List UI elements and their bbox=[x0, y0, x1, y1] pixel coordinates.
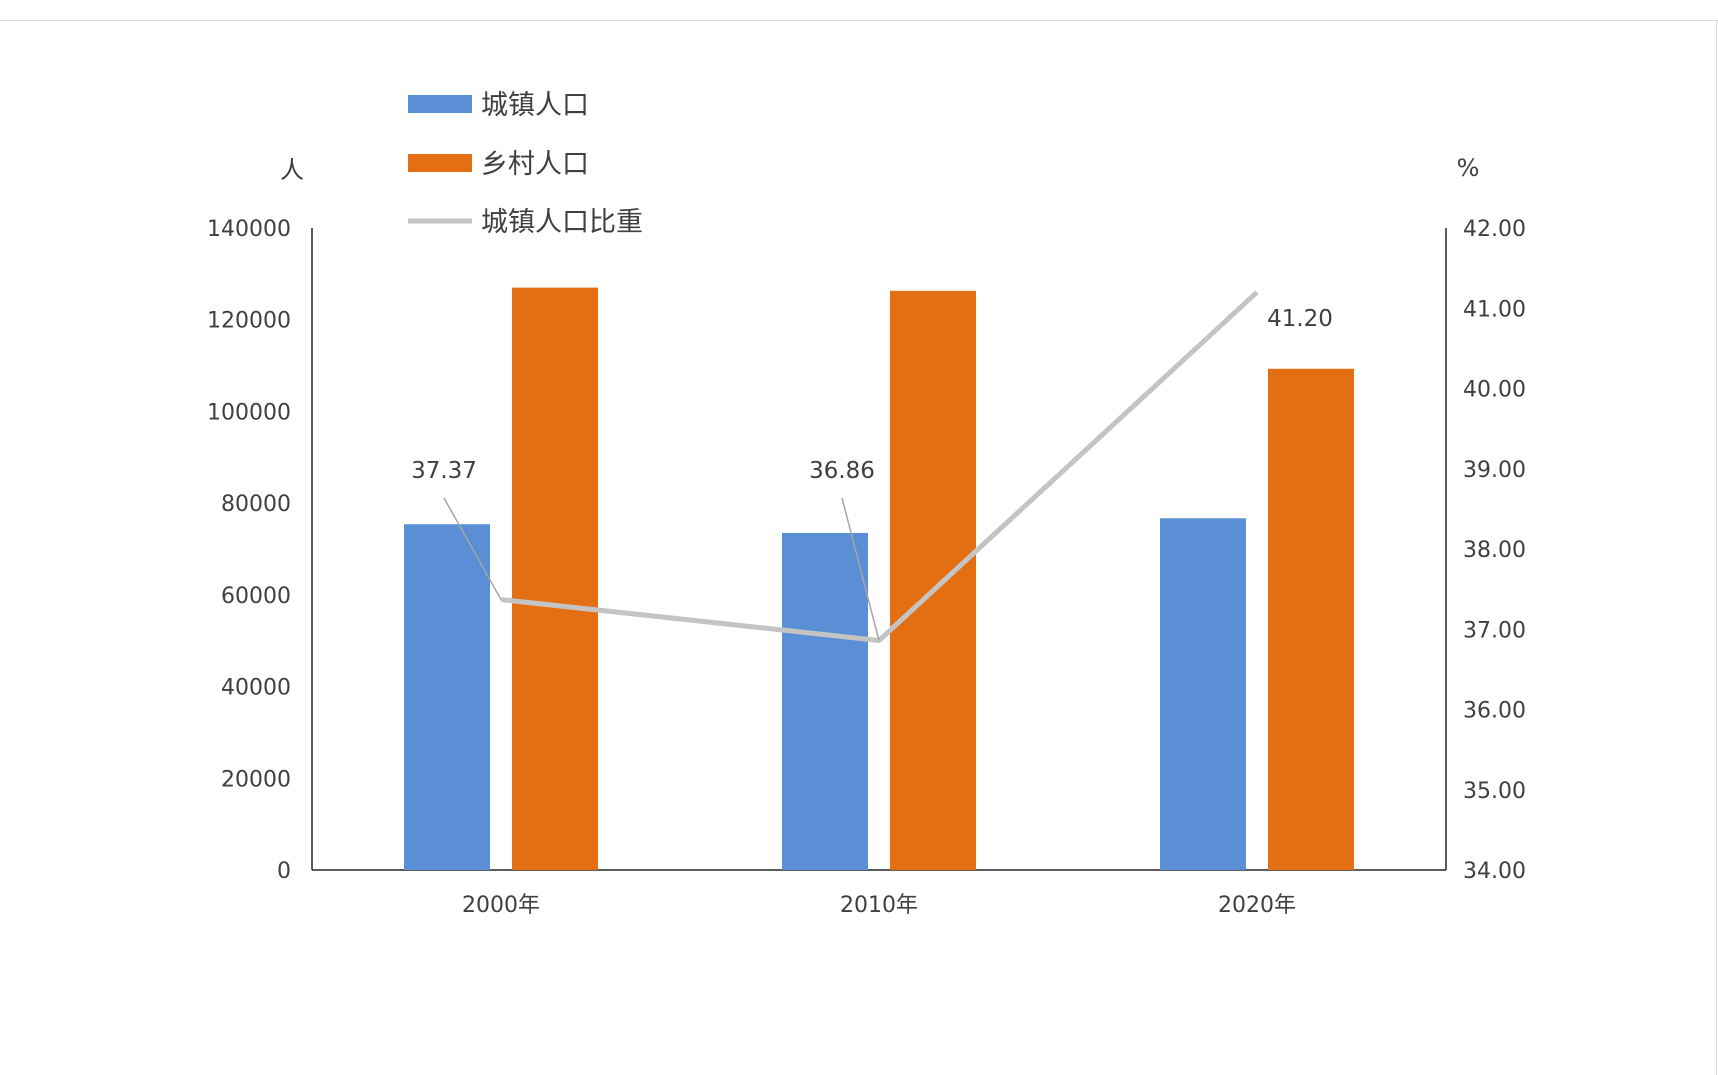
left-axis-tick-label: 0 bbox=[277, 859, 291, 884]
rural-population-bar bbox=[512, 287, 598, 871]
urbanization-rate-data-label: 36.86 bbox=[809, 458, 875, 484]
right-axis-tick-label: 38.00 bbox=[1463, 538, 1526, 563]
left-axis-tick-label: 80000 bbox=[221, 492, 291, 517]
right-axis-tick-label: 34.00 bbox=[1463, 859, 1526, 884]
left-axis-unit: 人 bbox=[280, 156, 304, 184]
left-axis-tick-label: 100000 bbox=[207, 400, 291, 425]
left-axis-tick-label: 60000 bbox=[221, 584, 291, 609]
x-axis-category-label: 2000年 bbox=[462, 893, 540, 918]
chart-frame-right-border bbox=[1716, 20, 1717, 1075]
legend-urban-population-label: 城镇人口 bbox=[481, 90, 589, 121]
legend-urban-population-swatch bbox=[408, 95, 472, 113]
urbanization-rate-data-label: 41.20 bbox=[1267, 306, 1333, 332]
urbanization-rate-line bbox=[500, 290, 1259, 643]
x-axis-category-label: 2020年 bbox=[1218, 893, 1296, 918]
right-axis-tick-label: 40.00 bbox=[1463, 378, 1526, 403]
data-label-leader-line bbox=[841, 497, 880, 641]
rural-population-bar bbox=[890, 290, 976, 870]
urban-population-bar bbox=[404, 524, 490, 870]
right-axis-unit: % bbox=[1457, 154, 1480, 182]
right-axis-tick-label: 36.00 bbox=[1463, 699, 1526, 724]
right-axis-tick-label: 35.00 bbox=[1463, 779, 1526, 804]
right-axis-tick-label: 41.00 bbox=[1463, 297, 1526, 322]
urbanization-rate-data-label: 37.37 bbox=[411, 458, 477, 484]
urban-population-bar bbox=[782, 532, 868, 870]
right-axis-tick-label: 37.00 bbox=[1463, 618, 1526, 643]
legend-rural-population-label: 乡村人口 bbox=[481, 149, 589, 180]
left-axis-tick-label: 20000 bbox=[221, 767, 291, 792]
urban-population-bar bbox=[1160, 518, 1246, 870]
right-axis-tick-label: 42.00 bbox=[1463, 217, 1526, 242]
data-label-leader-line bbox=[443, 497, 502, 600]
chart-axes: 0 20000 40000 60000 80000 100000 120000 140000 3… bbox=[207, 154, 1526, 918]
line-series bbox=[500, 290, 1259, 643]
left-axis-tick-label: 120000 bbox=[207, 309, 291, 334]
right-axis-tick-label: 39.00 bbox=[1463, 458, 1526, 483]
left-axis-tick-label: 40000 bbox=[221, 676, 291, 701]
x-axis-category-label: 2010年 bbox=[840, 893, 918, 918]
bar-series bbox=[404, 287, 1354, 871]
chart-frame-top-border bbox=[0, 20, 1718, 21]
left-axis-tick-label: 140000 bbox=[207, 217, 291, 242]
rural-population-bar bbox=[1268, 368, 1354, 870]
legend-rural-population-swatch bbox=[408, 154, 472, 172]
legend-urbanization-rate-label: 城镇人口比重 bbox=[481, 207, 643, 238]
data-labels: 37.37 36.86 41.20 bbox=[411, 306, 1333, 641]
